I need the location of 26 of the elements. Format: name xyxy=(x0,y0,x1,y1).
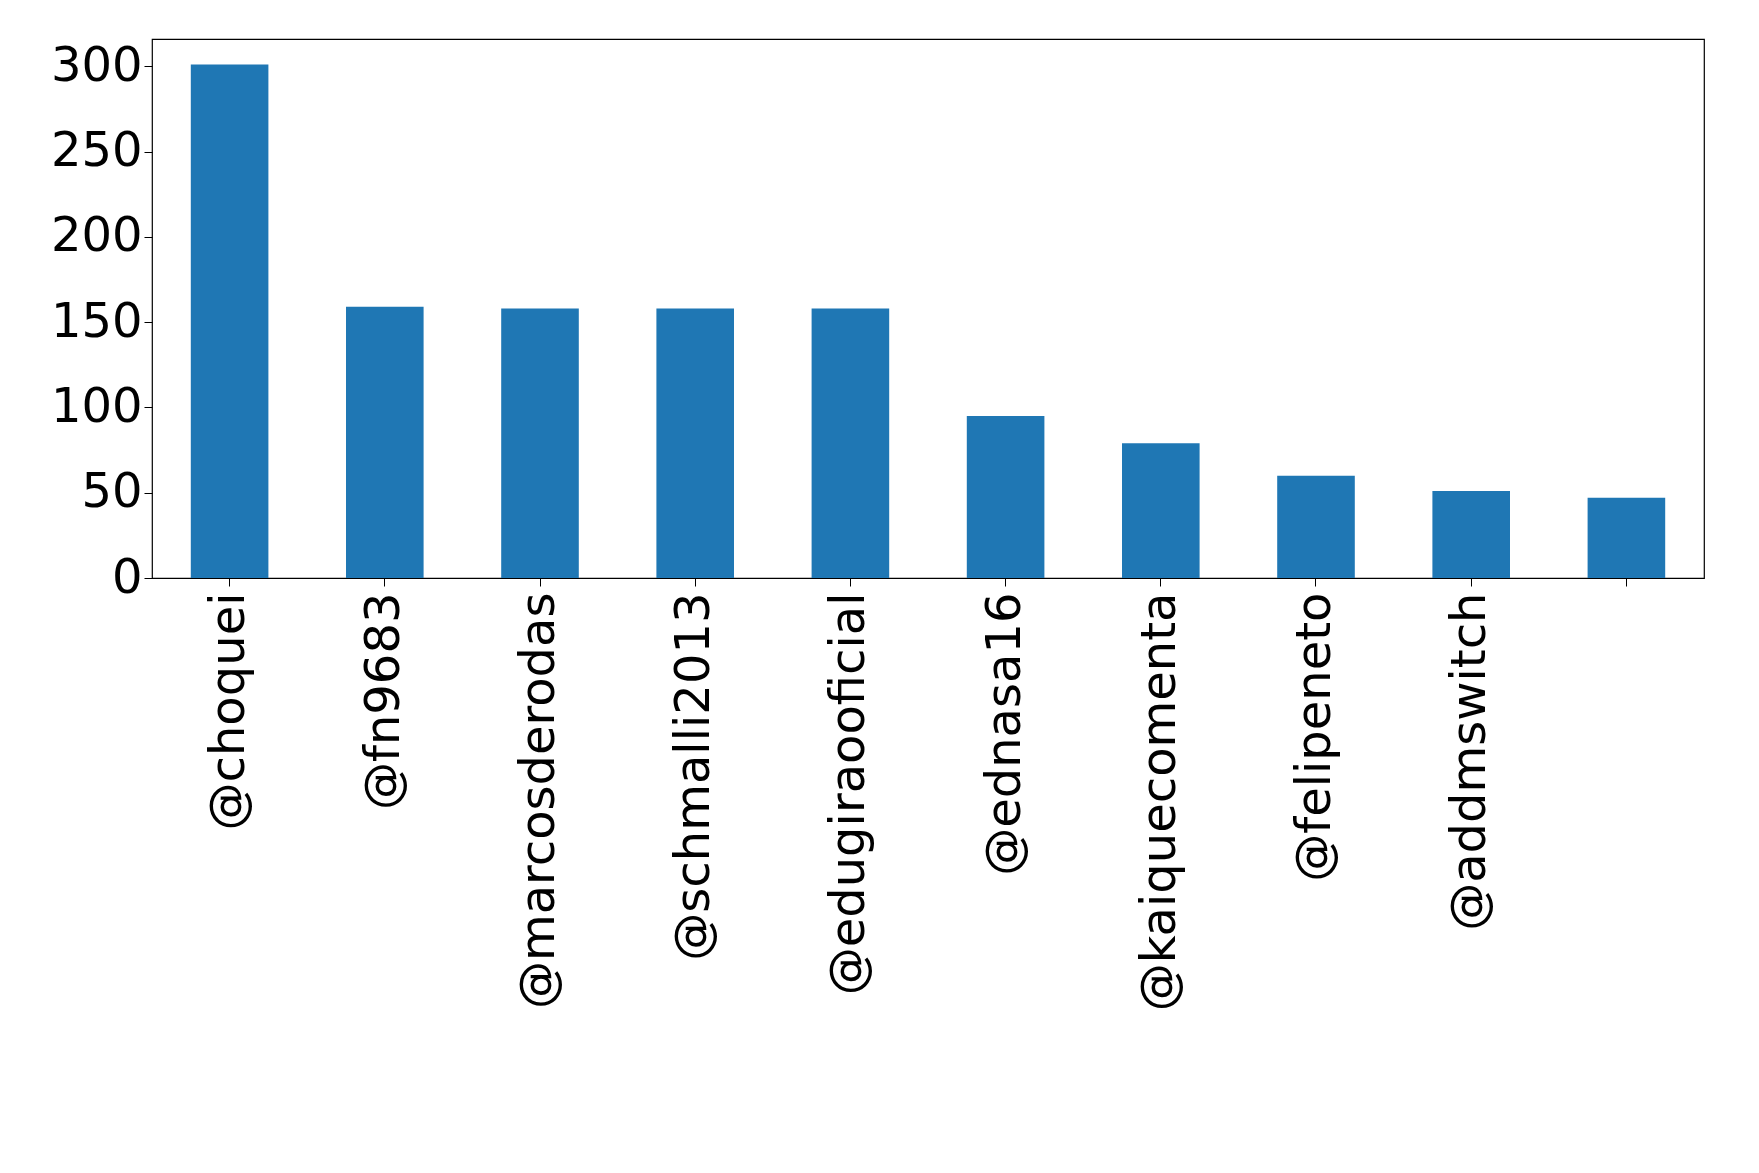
bar xyxy=(501,308,579,578)
x-tick-label: @addmswitch xyxy=(1440,592,1497,931)
bar xyxy=(1587,497,1666,578)
y-tick-label: 50 xyxy=(81,462,143,519)
y-tick-label: 100 xyxy=(50,376,143,433)
y-tick-label: 200 xyxy=(50,206,143,263)
bar xyxy=(1432,491,1510,578)
bar xyxy=(1277,475,1355,578)
bar xyxy=(1122,443,1200,578)
x-tick-label: @felipeneto xyxy=(1285,592,1341,882)
y-tick-label: 250 xyxy=(50,121,143,178)
x-tick-label: @marcosderodas xyxy=(509,592,565,1010)
x-tick-label: @kaiquecomenta xyxy=(1129,592,1186,1012)
y-tick-label: 150 xyxy=(50,291,143,348)
y-tick-label: 0 xyxy=(111,547,143,604)
x-tick-label: @schmalli2013 xyxy=(664,592,721,961)
bar xyxy=(811,308,890,578)
bar xyxy=(190,64,269,578)
bar xyxy=(966,415,1045,578)
y-tick-label: 300 xyxy=(50,35,143,92)
bar xyxy=(656,308,734,578)
x-tick-label: @edugiraooficial xyxy=(819,592,876,996)
x-tick-label: @ednasa16 xyxy=(974,592,1031,876)
x-tick-label: @choquei xyxy=(198,592,255,831)
x-tick-label: @fn9683 xyxy=(353,592,410,810)
bar xyxy=(346,306,424,578)
